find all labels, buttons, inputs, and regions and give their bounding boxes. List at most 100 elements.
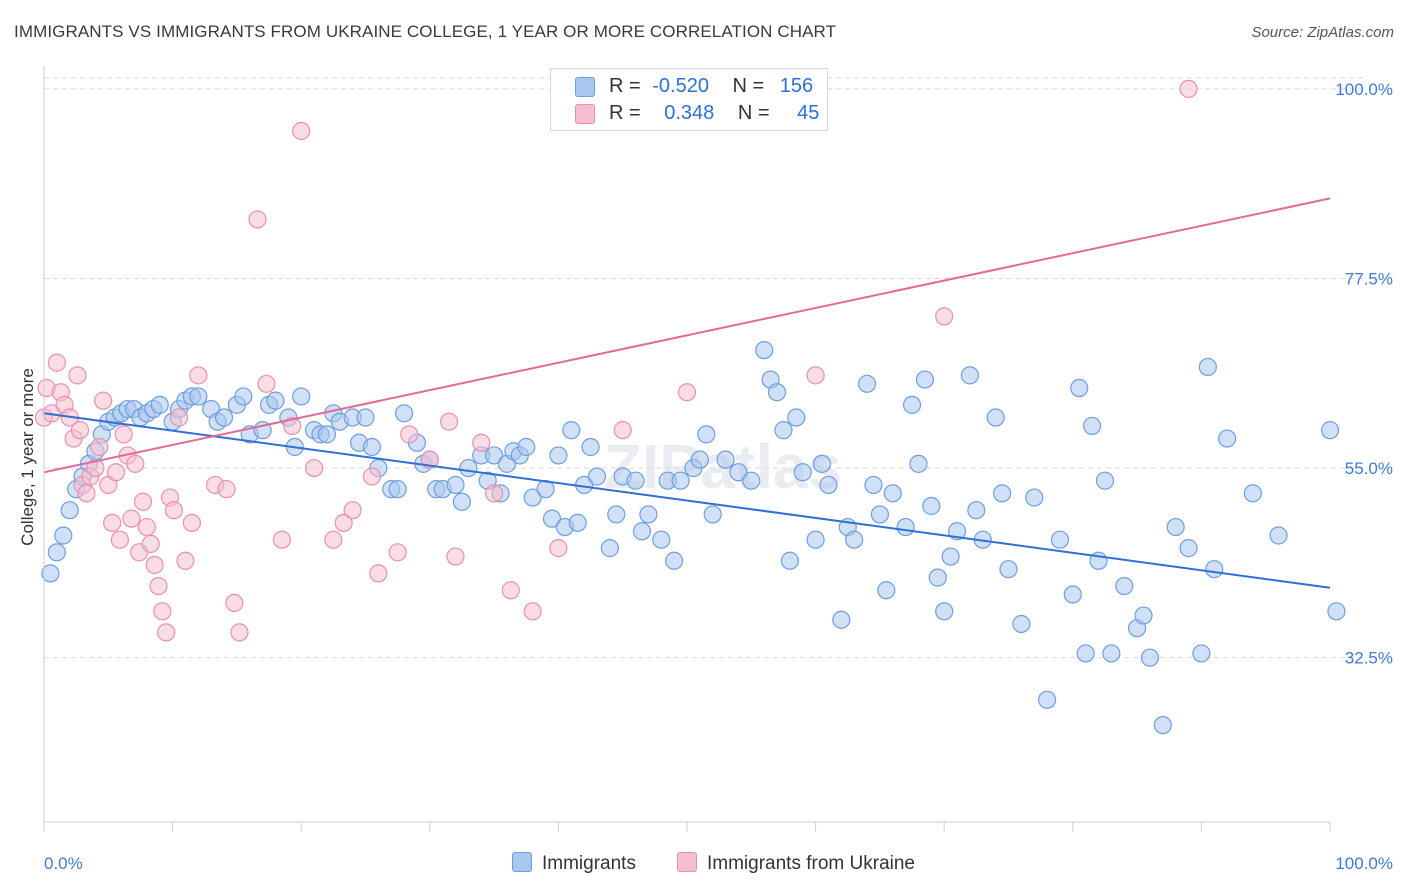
data-point bbox=[915, 370, 935, 389]
data-point bbox=[1153, 715, 1172, 735]
data-point bbox=[41, 564, 60, 583]
legend-swatch-pink bbox=[677, 852, 697, 872]
data-point bbox=[1082, 416, 1102, 436]
legend-n-label: N = bbox=[737, 102, 770, 124]
data-point bbox=[716, 450, 735, 469]
data-point bbox=[774, 421, 793, 440]
data-point bbox=[149, 576, 168, 596]
data-point bbox=[317, 425, 337, 444]
data-point bbox=[114, 425, 133, 444]
data-point bbox=[613, 421, 632, 440]
data-point bbox=[806, 366, 825, 385]
data-point bbox=[767, 383, 787, 402]
data-point bbox=[1140, 648, 1160, 667]
data-point bbox=[652, 530, 671, 549]
data-point bbox=[883, 484, 902, 503]
legend-swatch-pink bbox=[575, 104, 595, 124]
data-point bbox=[755, 340, 774, 360]
legend-r-label: R = bbox=[609, 102, 641, 124]
data-point bbox=[157, 623, 176, 642]
data-point bbox=[225, 593, 244, 612]
data-point bbox=[234, 387, 253, 406]
data-point bbox=[549, 446, 568, 465]
data-point bbox=[986, 408, 1005, 427]
data-point bbox=[1095, 471, 1115, 490]
data-point bbox=[1012, 614, 1031, 634]
data-point bbox=[217, 480, 236, 499]
data-point bbox=[1320, 421, 1340, 440]
data-point bbox=[607, 505, 626, 524]
data-point bbox=[68, 366, 87, 385]
data-point bbox=[248, 210, 267, 229]
data-point bbox=[999, 560, 1018, 579]
data-point bbox=[420, 450, 439, 469]
data-point bbox=[137, 517, 156, 537]
data-point bbox=[369, 564, 388, 583]
data-point bbox=[902, 395, 922, 414]
data-point bbox=[1327, 602, 1346, 621]
data-point bbox=[793, 463, 812, 482]
data-point bbox=[877, 581, 896, 600]
data-point bbox=[472, 433, 491, 452]
x-tick-label: 0.0% bbox=[44, 854, 83, 873]
bottom-legend-immigrants: Immigrants bbox=[512, 852, 636, 875]
data-point bbox=[257, 374, 276, 393]
data-point bbox=[324, 530, 343, 549]
data-point bbox=[1192, 644, 1211, 663]
data-point bbox=[439, 412, 459, 431]
correlation-legend: R = -0.520 N = 156 R = 0.348 N = 45 bbox=[550, 68, 828, 131]
legend-label: Immigrants bbox=[542, 853, 636, 874]
bottom-legend-ukraine: Immigrants from Ukraine bbox=[677, 852, 915, 875]
legend-n-value: 156 bbox=[779, 75, 814, 97]
data-point bbox=[1102, 644, 1121, 663]
legend-r-value: 0.348 bbox=[664, 102, 715, 124]
data-point bbox=[742, 471, 761, 490]
data-point bbox=[523, 602, 542, 621]
data-point bbox=[845, 530, 864, 549]
data-point bbox=[1076, 644, 1095, 663]
data-point bbox=[283, 416, 302, 436]
data-point bbox=[992, 484, 1012, 503]
data-point bbox=[214, 408, 234, 427]
data-point bbox=[141, 534, 160, 554]
data-point bbox=[400, 425, 419, 444]
data-point bbox=[189, 366, 208, 385]
data-point bbox=[1179, 79, 1198, 98]
legend-label: Immigrants from Ukraine bbox=[707, 853, 915, 874]
data-point bbox=[272, 530, 292, 549]
data-point bbox=[230, 623, 249, 642]
data-point bbox=[677, 383, 697, 402]
data-point bbox=[343, 501, 362, 520]
tick-labels: 32.5% 55.0% 77.5% 100.0% 0.0% 100.0% College, … bbox=[18, 80, 1393, 873]
data-point bbox=[587, 467, 607, 486]
data-point bbox=[446, 547, 465, 566]
data-point bbox=[304, 458, 324, 478]
trend-line-immigrants bbox=[43, 412, 1331, 589]
data-point bbox=[182, 513, 201, 532]
data-point bbox=[967, 501, 986, 520]
axes bbox=[43, 66, 1331, 832]
legend-swatch-blue bbox=[512, 852, 532, 872]
data-point bbox=[870, 505, 890, 524]
data-point bbox=[47, 543, 66, 562]
data-point bbox=[334, 513, 353, 532]
data-point bbox=[697, 425, 716, 444]
data-point bbox=[176, 551, 195, 570]
data-point bbox=[145, 555, 164, 575]
data-point bbox=[292, 121, 311, 141]
y-axis-label: College, 1 year or more bbox=[18, 368, 37, 546]
data-point bbox=[54, 526, 73, 545]
data-point bbox=[452, 492, 472, 511]
data-point bbox=[103, 513, 122, 532]
data-point bbox=[857, 374, 877, 393]
data-point bbox=[632, 522, 652, 541]
data-point bbox=[1050, 530, 1070, 549]
data-point bbox=[266, 391, 285, 410]
legend-n-label: N = bbox=[732, 75, 765, 97]
data-point bbox=[501, 581, 520, 600]
source-label: Source: ZipAtlas.com bbox=[1251, 24, 1394, 41]
data-point bbox=[941, 547, 960, 566]
data-point bbox=[77, 484, 96, 503]
data-point bbox=[1025, 488, 1044, 507]
data-point bbox=[94, 391, 113, 410]
